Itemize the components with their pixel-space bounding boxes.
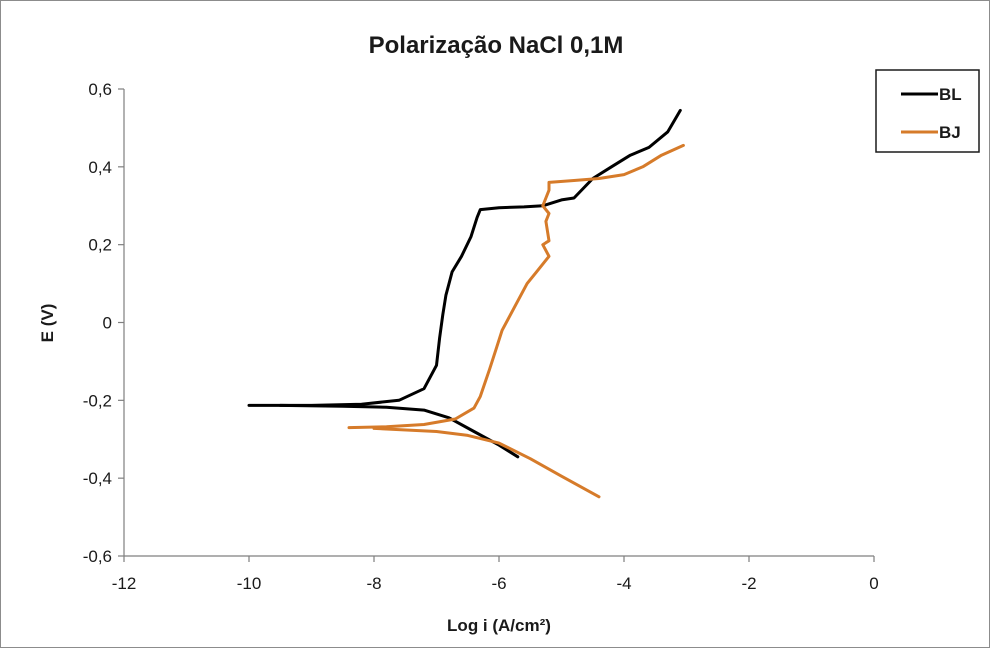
chart-title: Polarização NaCl 0,1M	[369, 32, 624, 59]
y-tick-label: 0,4	[88, 158, 112, 177]
legend-box	[875, 69, 980, 153]
y-tick-label: 0	[103, 314, 112, 333]
y-tick-label: 0,6	[88, 80, 112, 99]
x-tick-label: -8	[366, 574, 381, 593]
y-tick-label: -0,6	[83, 547, 112, 566]
series-line-3	[372, 426, 601, 499]
axes	[123, 89, 874, 557]
series-line-0	[247, 108, 682, 407]
y-tick-label: -0,2	[83, 391, 112, 410]
x-tick-label: 0	[869, 574, 878, 593]
series-line-2	[347, 143, 685, 430]
series-layer	[247, 108, 685, 499]
x-tick-label: -12	[112, 574, 137, 593]
legend: BL BJ	[875, 69, 980, 153]
y-tick-label: -0,4	[83, 469, 112, 488]
y-axis-label: E (V)	[38, 304, 57, 343]
x-tick-label: -2	[741, 574, 756, 593]
y-tick-label: 0,2	[88, 236, 112, 255]
x-tick-label: -10	[237, 574, 262, 593]
x-tick-label: -6	[491, 574, 506, 593]
x-tick-label: -4	[616, 574, 631, 593]
legend-label: BL	[939, 85, 962, 104]
x-axis-label: Log i (A/cm²)	[447, 616, 551, 635]
ticks: -12 -10 -8 -6 -4 -2 0 -0,6 -0,4 -0,2 0 0,2 0,4 0,6	[83, 80, 879, 593]
legend-label: BJ	[939, 123, 961, 142]
